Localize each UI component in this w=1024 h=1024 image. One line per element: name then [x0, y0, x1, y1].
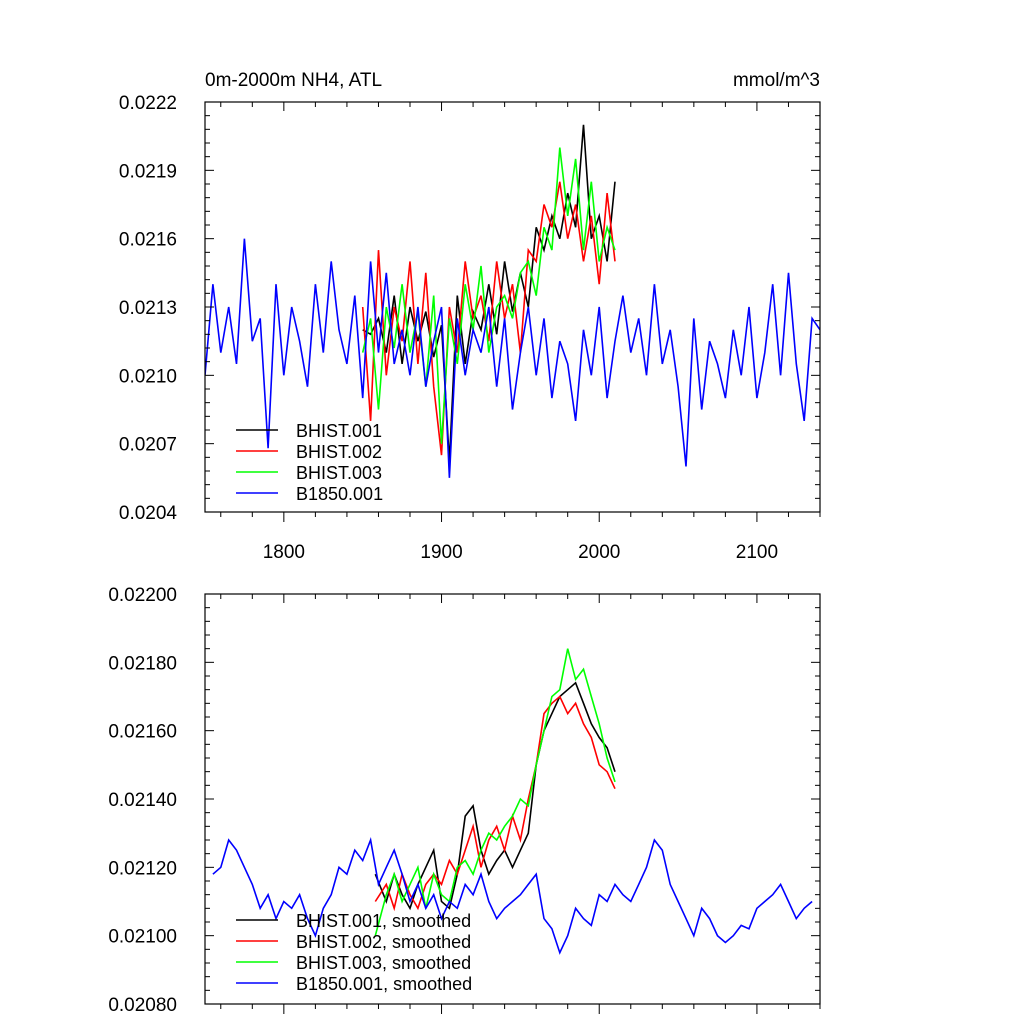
- series-line-b1850-001: [205, 238, 820, 478]
- bottom-series-layer: [212, 648, 813, 955]
- top-series-layer: [205, 124, 820, 478]
- x-tick-label: 1900: [420, 542, 462, 563]
- legend-label-b1850-001-smoothed: B1850.001, smoothed: [296, 974, 472, 994]
- legend-label-bhist-003-smoothed: BHIST.003, smoothed: [296, 953, 471, 973]
- legend-label-bhist-001-smoothed: BHIST.001, smoothed: [296, 911, 471, 931]
- legend-label-bhist-002-smoothed: BHIST.002, smoothed: [296, 932, 471, 952]
- top-axis-layer: 0.0204 0.0207 0.0210 0.0213 0.0216 0.0219 0.02…: [119, 93, 821, 563]
- legend-label-bhist-002: BHIST.002: [296, 442, 382, 462]
- y-tick-label: 0.02160: [108, 722, 177, 743]
- chart-title-left: 0m-2000m NH4, ATL: [205, 70, 382, 91]
- y-tick-label: 0.0210: [119, 366, 177, 387]
- series-line-b1850-001-smoothed: [212, 837, 813, 955]
- x-tick-label: 2100: [736, 542, 778, 563]
- top-panel: 0m-2000m NH4, ATL mmol/m^3 0.02040.02070…: [119, 70, 821, 563]
- y-tick-label: 0.02120: [108, 858, 177, 879]
- x-tick-label: 1800: [263, 542, 305, 563]
- bottom-axis-layer: 0.02080 0.02100 0.02120 0.02140 0.02160 0.021…: [108, 585, 821, 1016]
- series-line-bhist-002-smoothed: [374, 695, 616, 912]
- y-tick-label: 0.0222: [119, 93, 177, 114]
- series-line-bhist-002: [361, 181, 616, 456]
- y-tick-label: 0.0213: [119, 298, 177, 319]
- chart-title-right: mmol/m^3: [733, 70, 820, 91]
- legend-label-b1850-001: B1850.001: [296, 484, 383, 504]
- y-tick-label: 0.0204: [119, 503, 178, 524]
- series-line-bhist-003: [361, 147, 616, 444]
- legend-label-bhist-001: BHIST.001: [296, 421, 382, 441]
- bottom-panel: 0.02080 0.02100 0.02120 0.02140 0.02160 0.021…: [108, 585, 821, 1016]
- series-line-bhist-001-smoothed: [374, 681, 616, 911]
- y-tick-label: 0.0219: [119, 161, 177, 182]
- y-tick-label: 0.0207: [119, 435, 177, 456]
- y-tick-label: 0.02140: [108, 790, 177, 811]
- y-tick-label: 0.02080: [108, 995, 177, 1016]
- series-line-bhist-003-smoothed: [374, 648, 616, 936]
- y-tick-label: 0.0216: [119, 230, 177, 251]
- legend-label-bhist-003: BHIST.003: [296, 463, 382, 483]
- x-tick-label: 2000: [578, 542, 620, 563]
- y-tick-label: 0.02200: [108, 585, 177, 606]
- y-tick-label: 0.02100: [108, 927, 177, 948]
- y-tick-label: 0.02180: [108, 653, 177, 674]
